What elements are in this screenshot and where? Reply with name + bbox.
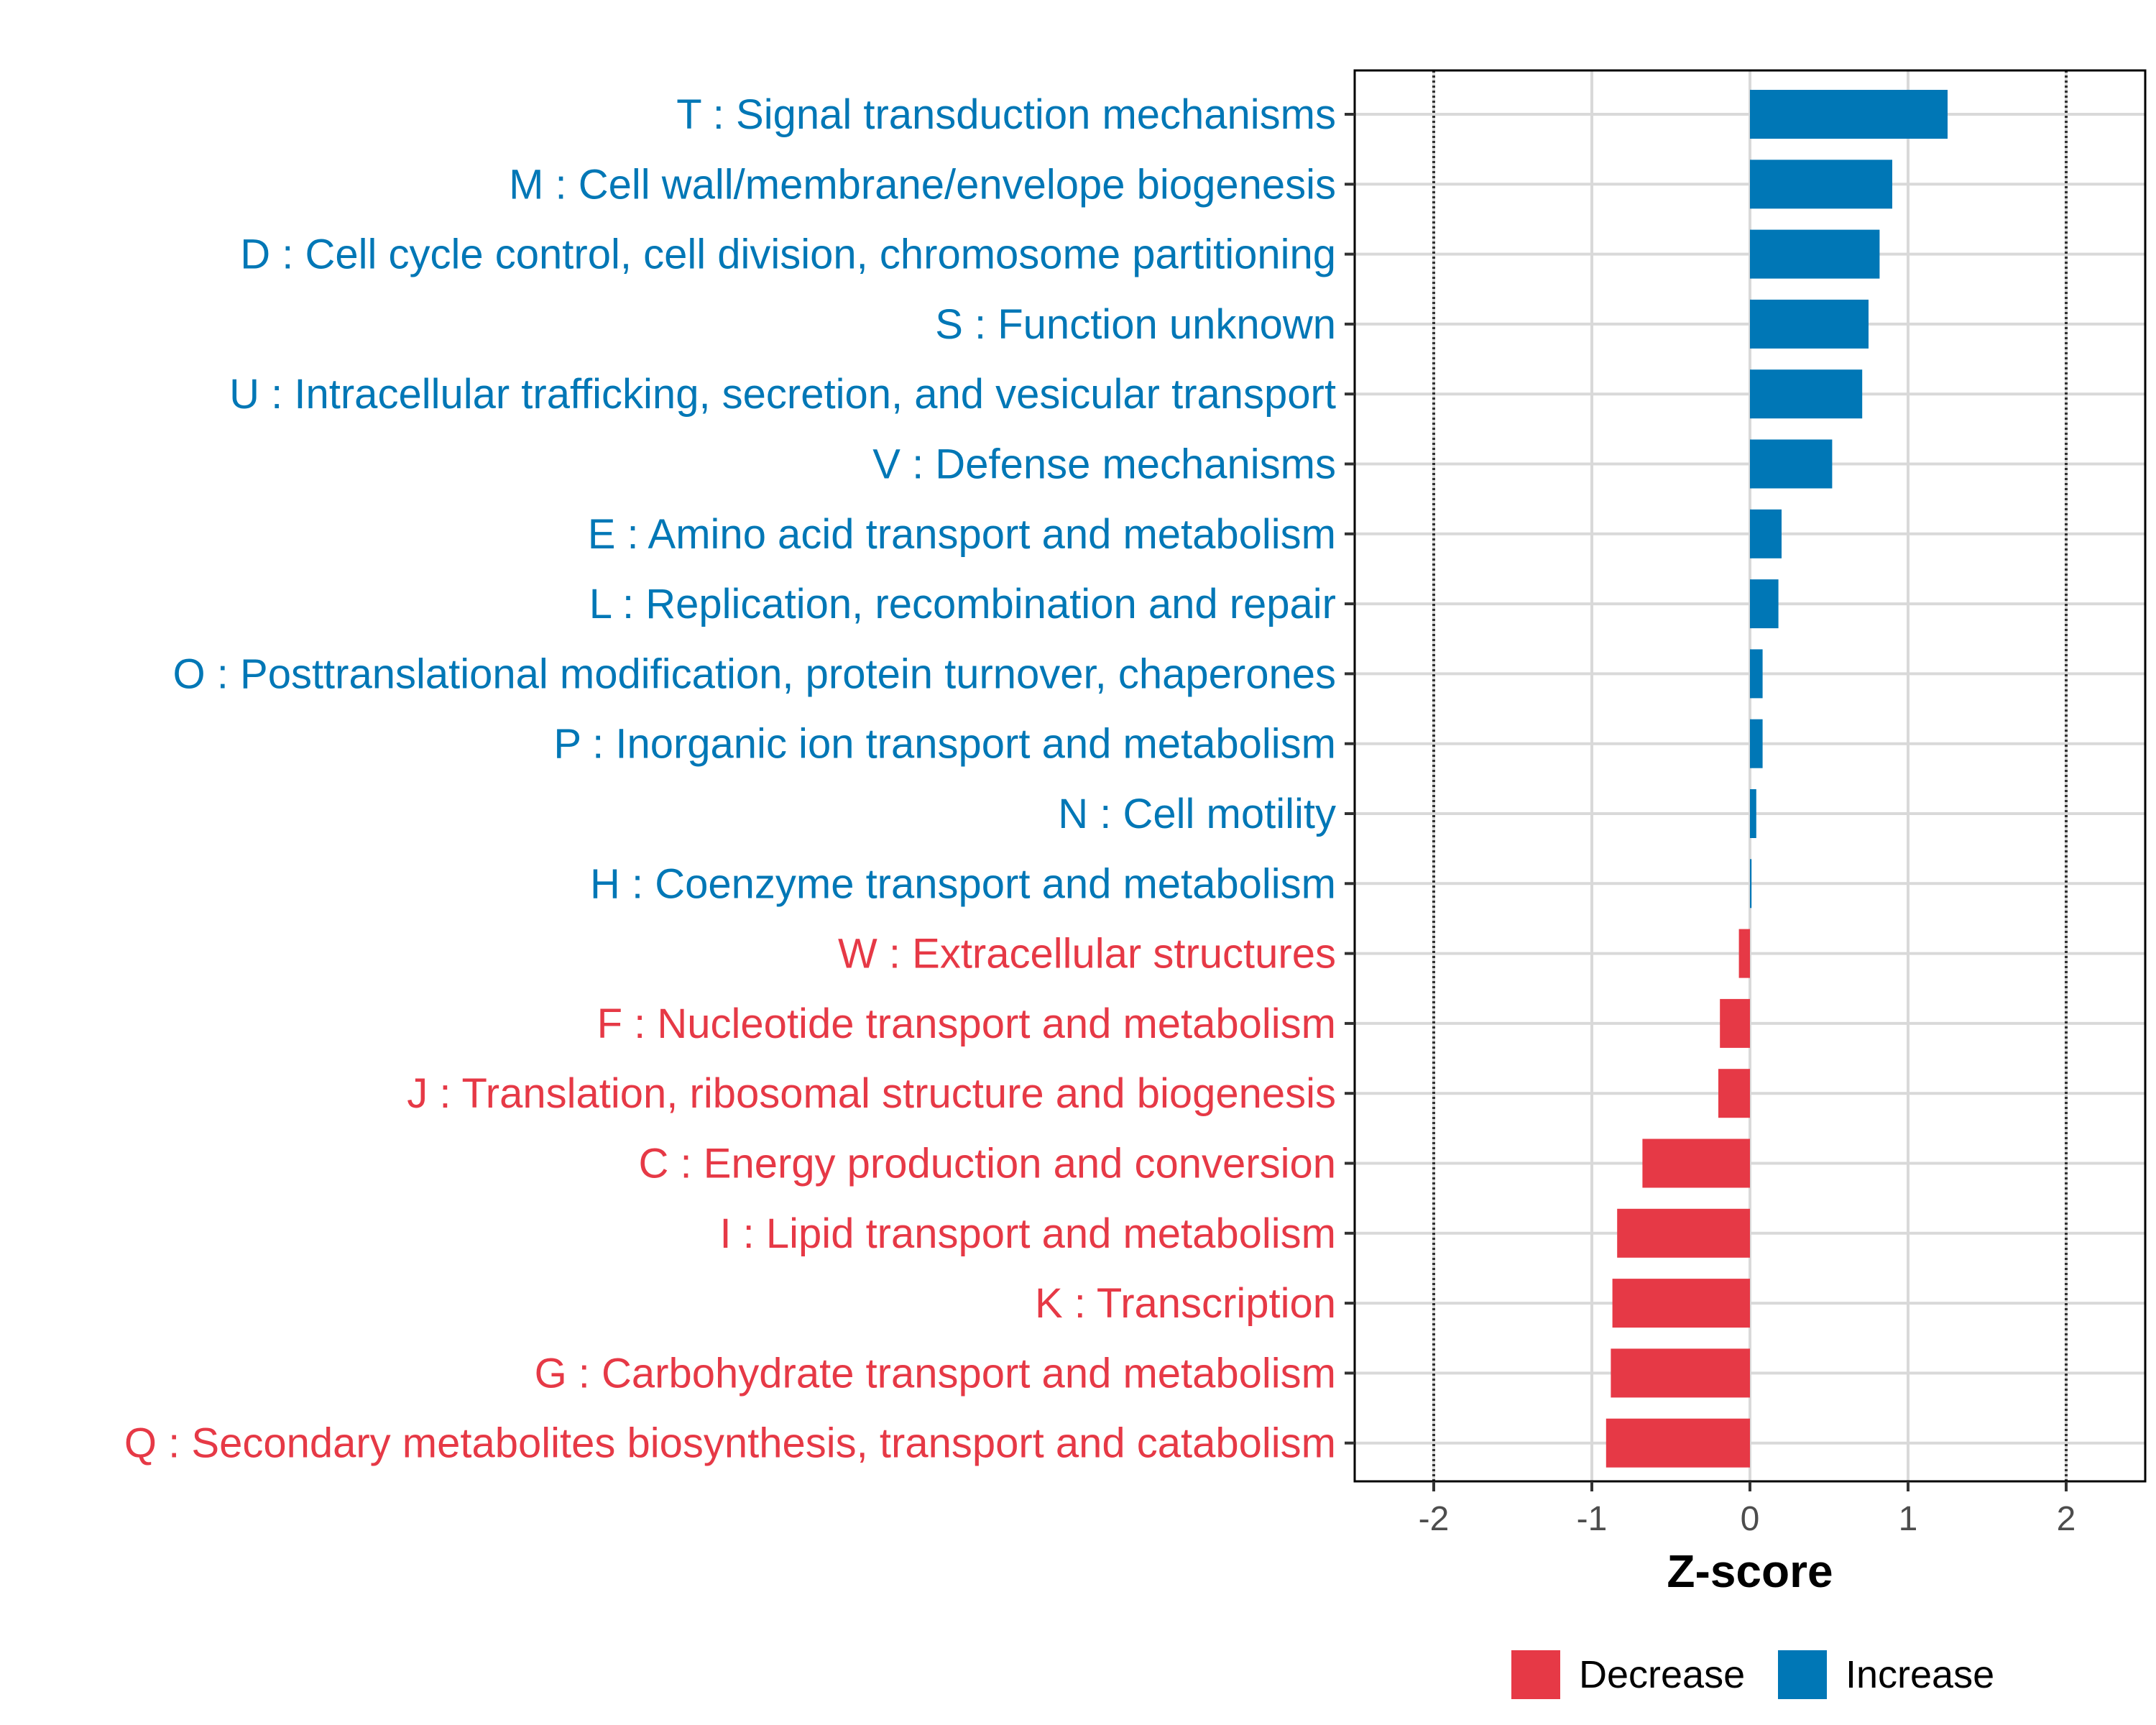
bar — [1750, 509, 1782, 558]
category-label: I : Lipid transport and metabolism — [719, 1210, 1336, 1257]
category-label: U : Intracellular trafficking, secretion… — [229, 371, 1336, 418]
category-label: H : Coenzyme transport and metabolism — [590, 860, 1336, 907]
bar — [1750, 90, 1948, 139]
bar — [1642, 1138, 1750, 1188]
category-label: D : Cell cycle control, cell division, c… — [240, 231, 1336, 278]
bar — [1718, 1069, 1750, 1118]
x-axis-ticks: -2 -1 0 1 2 — [1419, 1481, 2076, 1538]
bar — [1750, 160, 1892, 209]
x-tick-label: 0 — [1741, 1500, 1760, 1538]
reference-lines — [1432, 70, 2068, 1481]
bar — [1750, 439, 1833, 489]
category-labels: T : Signal transduction mechanisms M : Ce… — [124, 91, 1336, 1467]
legend-swatch — [1778, 1650, 1827, 1699]
bar — [1617, 1208, 1750, 1258]
category-label: N : Cell motility — [1058, 791, 1336, 837]
category-label: S : Function unknown — [935, 301, 1336, 348]
category-label: L : Replication, recombination and repai… — [589, 581, 1336, 627]
category-label: V : Defense mechanisms — [872, 441, 1336, 488]
legend-swatch — [1511, 1650, 1560, 1699]
bars — [1606, 90, 1948, 1468]
x-tick-label: -2 — [1419, 1500, 1450, 1538]
bar — [1612, 1279, 1750, 1328]
bar — [1611, 1348, 1750, 1398]
category-label: C : Energy production and conversion — [639, 1141, 1336, 1187]
category-label: E : Amino acid transport and metabolism — [588, 511, 1336, 558]
category-label: Q : Secondary metabolites biosynthesis, … — [124, 1420, 1336, 1467]
category-label: J : Translation, ribosomal structure and… — [407, 1070, 1336, 1117]
grid-lines — [1355, 70, 2145, 1481]
bar — [1750, 369, 1863, 419]
bar — [1738, 929, 1750, 978]
category-label: P : Inorganic ion transport and metaboli… — [553, 721, 1336, 768]
x-axis-title: Z-score — [1667, 1545, 1833, 1597]
x-tick-label: 2 — [2057, 1500, 2076, 1538]
bar — [1750, 719, 1763, 768]
x-tick-label: -1 — [1577, 1500, 1608, 1538]
bar — [1606, 1418, 1750, 1468]
bar — [1750, 649, 1763, 699]
legend-label: Increase — [1846, 1653, 1994, 1696]
bar — [1750, 789, 1756, 838]
category-label: O : Posttranslational modification, prot… — [173, 650, 1336, 697]
bar — [1750, 229, 1880, 279]
bar — [1720, 998, 1750, 1048]
bar — [1750, 579, 1779, 629]
legend-label: Decrease — [1579, 1653, 1745, 1696]
category-label: T : Signal transduction mechanisms — [676, 91, 1336, 138]
x-tick-label: 1 — [1899, 1500, 1918, 1538]
category-label: F : Nucleotide transport and metabolism — [597, 1000, 1336, 1047]
y-axis-ticks — [1345, 113, 1355, 1445]
category-label: K : Transcription — [1035, 1280, 1336, 1327]
category-label: M : Cell wall/membrane/envelope biogenes… — [509, 161, 1336, 208]
category-label: G : Carbohydrate transport and metabolis… — [535, 1350, 1336, 1397]
bar — [1750, 299, 1869, 349]
legend: Decrease Increase — [1511, 1650, 1994, 1699]
category-label: W : Extracellular structures — [838, 931, 1336, 978]
bar — [1750, 859, 1752, 908]
